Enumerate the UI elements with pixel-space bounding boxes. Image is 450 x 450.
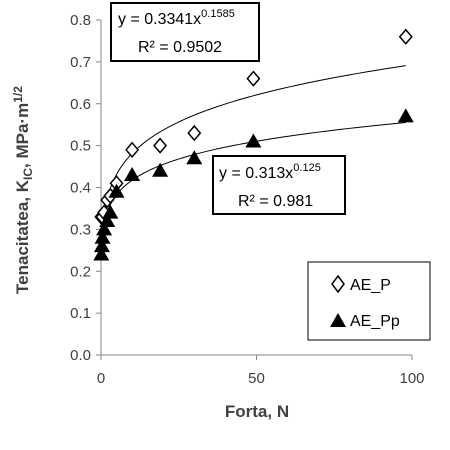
data-point-ae-pp [152,162,169,177]
data-point-ae-p [153,137,168,154]
legend-label-ae-pp: AE_Pp [350,313,400,330]
equation-ae-p: y = 0.3341x0.1585 [118,8,235,28]
data-point-ae-pp [186,150,203,165]
x-tick-label: 100 [399,370,424,387]
legend-label-ae-p: AE_P [350,277,391,294]
y-tick-label: 0.7 [70,54,91,71]
data-point-ae-pp [108,183,125,198]
data-point-ae-p [125,141,140,158]
data-point-ae-pp [102,204,119,219]
legend-marker-ae-pp [330,313,346,327]
equation-box-ae-p: y = 0.3341x0.1585 R² = 0.9502 [110,2,260,62]
data-point-ae-p [398,28,413,45]
y-tick-label: 0.5 [70,138,91,155]
y-tick-label: 0.1 [70,305,91,322]
y-tick-label: 0.2 [70,263,91,280]
r2-ae-pp: R² = 0.981 [238,193,313,210]
x-tick-label: 50 [248,370,265,387]
y-ticks: 0.0 0.1 0.2 0.3 0.4 0.5 0.6 0.7 0.8 [70,12,101,364]
r2-ae-p: R² = 0.9502 [138,39,222,56]
y-tick-label: 0.3 [70,221,91,238]
data-point-ae-pp [397,108,414,123]
legend: AE_P AE_Pp [307,261,431,341]
data-point-ae-pp [93,238,110,253]
data-point-ae-pp [94,229,111,244]
x-axis-title: Forta, N [225,402,289,421]
equation-box-ae-pp: y = 0.313x0.125 R² = 0.981 [212,155,346,215]
data-point-ae-pp [96,221,113,236]
equation-ae-pp: y = 0.313x0.125 [219,162,321,182]
y-tick-label: 0.4 [70,180,91,197]
data-point-ae-pp [93,246,110,261]
data-points [93,28,414,261]
data-point-ae-pp [124,166,141,181]
y-tick-label: 0.6 [70,96,91,113]
y-tick-label: 0.8 [70,12,91,29]
x-tick-label: 0 [97,370,105,387]
data-point-ae-pp [245,133,262,148]
x-ticks: 0 50 100 [97,355,425,387]
data-point-ae-pp [99,213,116,227]
data-point-ae-p [246,70,261,87]
y-tick-label: 0.0 [70,347,91,364]
data-point-ae-p [187,124,202,142]
y-axis-title: Tenacitatea, KIC, MPa·m1/2 [11,86,35,294]
legend-marker-ae-p [331,274,345,294]
